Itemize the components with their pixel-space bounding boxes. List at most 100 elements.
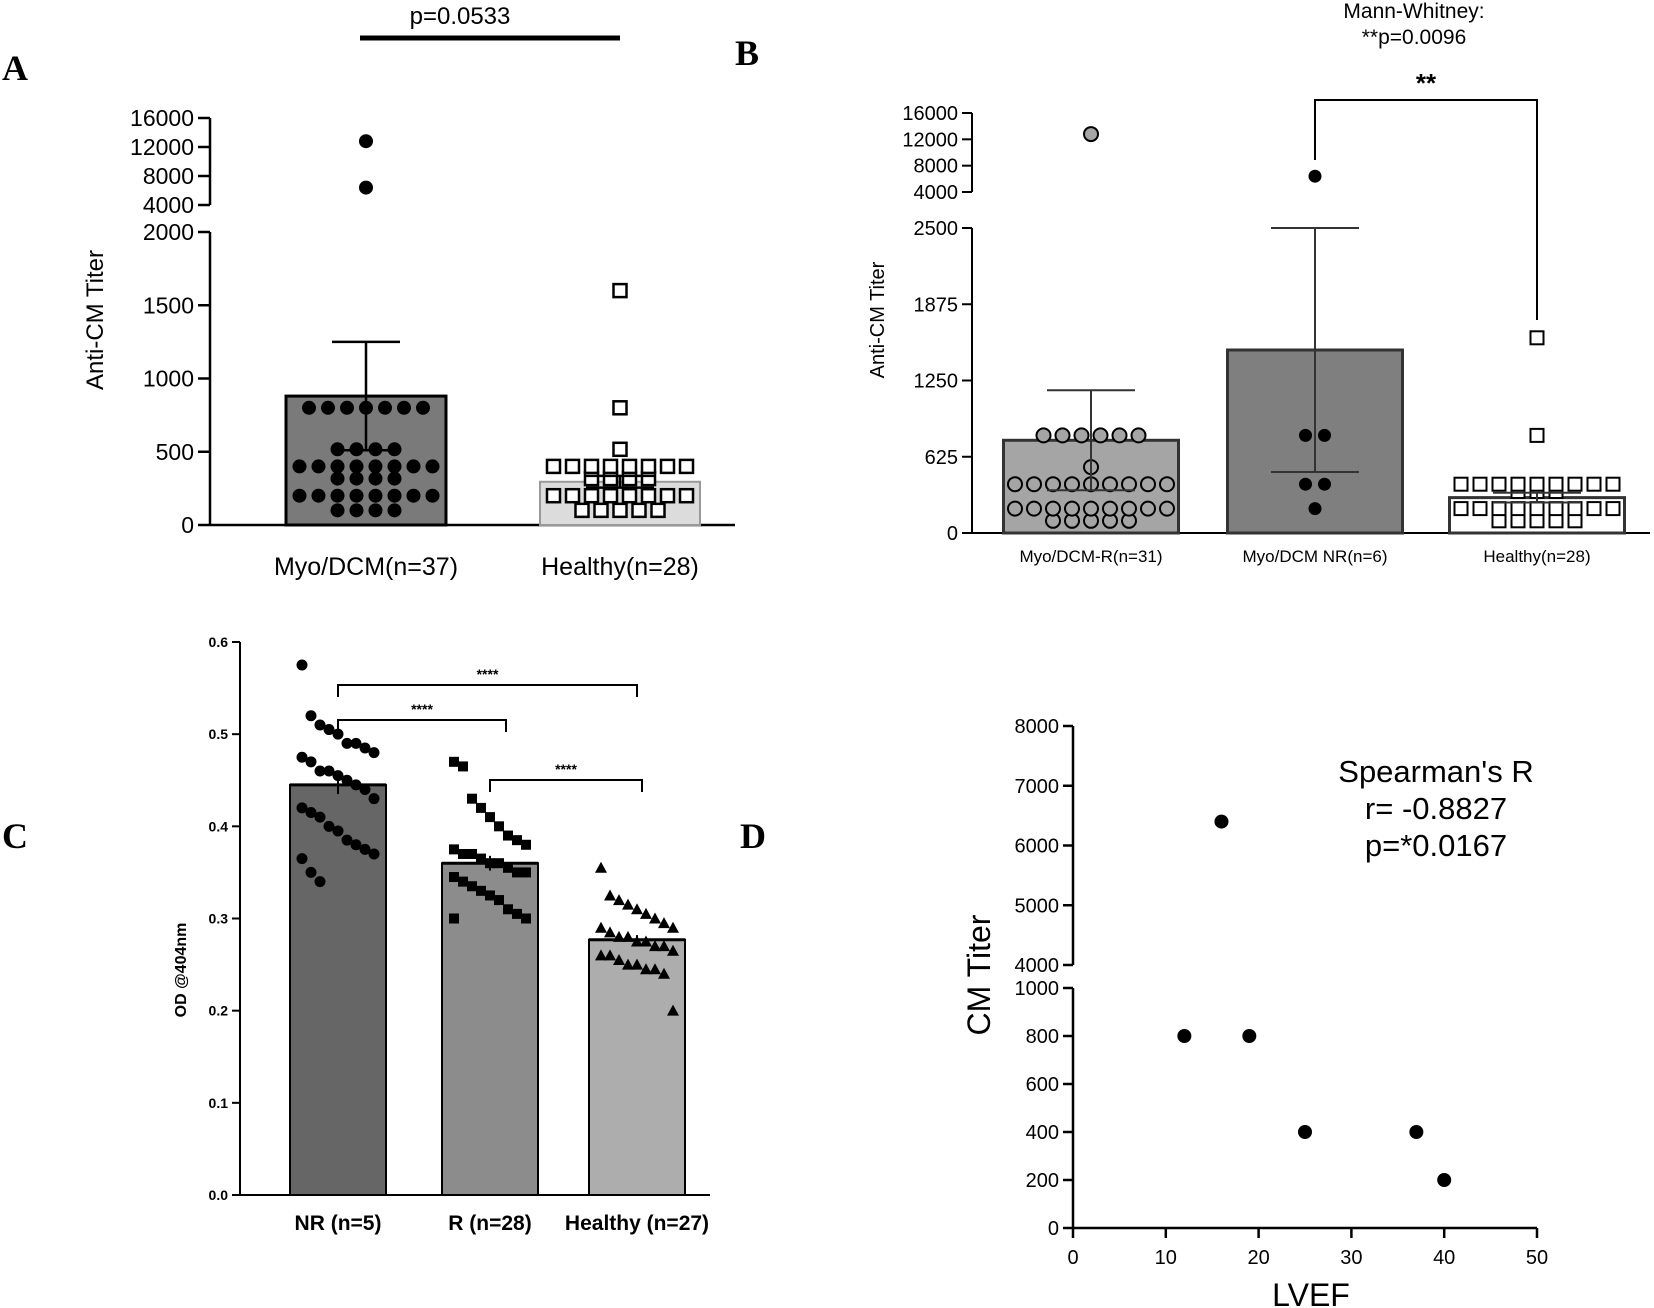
panel-b-data-point	[1140, 476, 1156, 493]
panel-d-x-tick-label: 20	[1247, 1247, 1269, 1269]
panel-b-data-point	[1035, 427, 1052, 444]
panel-c-x-tick-label-2: Healthy (n=27)	[565, 1212, 709, 1235]
panel-c-data-point	[595, 921, 607, 933]
panel-c-data-point	[314, 765, 326, 777]
panel-c-data-point	[305, 756, 317, 768]
panel-b-data-point	[1121, 500, 1137, 517]
panel-a-data-point	[349, 471, 364, 486]
panel-c-comparison-bracket	[489, 779, 643, 792]
panel-c-data-point	[622, 898, 634, 910]
panel-c-data-point	[604, 926, 616, 938]
panel-d-x-tick-label: 0	[1067, 1247, 1078, 1269]
panel-c-data-point	[314, 719, 326, 731]
panel-a-data-point	[678, 487, 695, 504]
panel-b-y-tick-label: 1875	[914, 294, 959, 316]
panel-c-data-point	[667, 944, 679, 956]
panel-a-y-tick-label: 16000	[130, 105, 194, 131]
panel-d-data-point	[1214, 814, 1229, 829]
panel-a-data-point	[602, 487, 619, 504]
panel-c-data-point	[649, 912, 661, 924]
panel-d-y-tick-label: 7000	[1015, 776, 1060, 798]
panel-c-data-point	[503, 904, 513, 915]
panel-b-data-point	[1529, 427, 1545, 443]
panel-c-data-point	[305, 807, 317, 819]
panel-b-y-tick-label: 0	[947, 523, 958, 545]
panel-a-data-point	[583, 458, 600, 475]
panel-label-a: A	[2, 48, 28, 88]
panel-c-data-point	[368, 848, 380, 860]
panel-d-x-tick-label: 50	[1526, 1247, 1548, 1269]
panel-c-comparison-label: ****	[555, 761, 577, 777]
panel-c-data-point	[613, 953, 625, 965]
panel-a-y-tick-label: 1000	[143, 366, 194, 392]
panel-a-data-point	[368, 459, 383, 474]
panel-b-significance-label: **	[1416, 68, 1437, 98]
panel-a-data-point	[631, 502, 647, 519]
panel-c-data-point	[494, 895, 504, 906]
panel-d-y-tick-label: 200	[1026, 1170, 1059, 1192]
panel-c-x-tick-label-1: R (n=28)	[448, 1212, 531, 1235]
panel-b-data-point	[1083, 500, 1099, 517]
panel-a-data-point	[330, 471, 345, 486]
panel-a-data-point	[359, 180, 373, 195]
panel-a-data-point	[368, 471, 383, 486]
panel-d-data-point	[1177, 1029, 1192, 1043]
panel-a-y-tick-label: 0	[181, 512, 194, 538]
panel-d-y-axis-label: CM Titer	[961, 914, 997, 1035]
panel-c-data-point	[314, 811, 326, 823]
panel-label-c: C	[2, 816, 28, 856]
panel-b-data-point	[1007, 500, 1023, 517]
panel-a-y-axis-label: Anti-CM Titer	[82, 250, 109, 390]
panel-b-data-point	[1491, 513, 1507, 529]
panel-b-data-point	[1529, 330, 1545, 346]
panel-c-data-point	[368, 793, 380, 805]
panel-a-p-value: p=0.0533	[410, 3, 511, 30]
panel-d-data-point	[1242, 1029, 1257, 1043]
panel-a-data-point	[564, 458, 581, 475]
panel-c-data-point	[622, 930, 634, 942]
panel-c-data-point	[467, 848, 477, 859]
panel-b-x-tick-label-1: Myo/DCM NR(n=6)	[1243, 547, 1388, 566]
panel-a-data-point	[359, 134, 373, 149]
panel-a-x-tick-label-0: Myo/DCM(n=37)	[274, 553, 458, 581]
panel-c-chart: 0.0 0.1 0.2 0.3 0.4 0.5 0.6 **** **** ****	[209, 634, 710, 1203]
panel-b-data-point	[1007, 476, 1023, 493]
panel-d-x-tick-label: 10	[1155, 1247, 1177, 1269]
panel-d-y-tick-label: 8000	[1015, 716, 1060, 738]
panel-d-y-tick-label: 400	[1026, 1122, 1059, 1144]
panel-b-data-point	[1159, 476, 1175, 493]
panel-b-data-point	[1121, 476, 1137, 493]
panel-a-data-point	[612, 502, 628, 519]
panel-b-data-point	[1472, 501, 1488, 517]
panel-b-data-point	[1102, 500, 1118, 517]
panel-c-comparison-bracket	[337, 684, 638, 697]
panel-a-data-point	[378, 400, 392, 415]
panel-b-data-point	[1510, 501, 1526, 517]
panel-c-data-point	[521, 839, 531, 850]
panel-c-data-point	[476, 885, 486, 896]
panel-a-data-point	[425, 459, 440, 474]
panel-a-data-point	[564, 487, 581, 504]
panel-a-data-point	[406, 488, 421, 503]
panel-a-data-point	[406, 459, 421, 474]
panel-a-data-point	[349, 459, 364, 474]
panel-c-data-point	[368, 747, 380, 759]
panel-a-y-tick-label: 8000	[143, 163, 194, 189]
panel-b-data-point	[1073, 427, 1090, 444]
panel-b-data-point	[1045, 500, 1061, 517]
panel-a-data-point	[349, 488, 364, 503]
panel-a-data-point	[602, 458, 619, 475]
panel-b-data-point	[1567, 476, 1583, 492]
panel-c-data-point	[323, 765, 335, 777]
panel-d-data-point	[1437, 1173, 1452, 1187]
panel-a-data-point	[593, 502, 609, 519]
panel-c-data-point	[649, 963, 661, 975]
panel-d-annotation-r: r= -0.8827	[1365, 791, 1507, 826]
panel-c-data-point	[341, 834, 353, 846]
panel-a-data-point	[292, 459, 307, 474]
panel-a-data-point	[621, 458, 638, 475]
panel-a-data-point	[330, 503, 345, 518]
panel-b-data-point	[1529, 476, 1545, 492]
